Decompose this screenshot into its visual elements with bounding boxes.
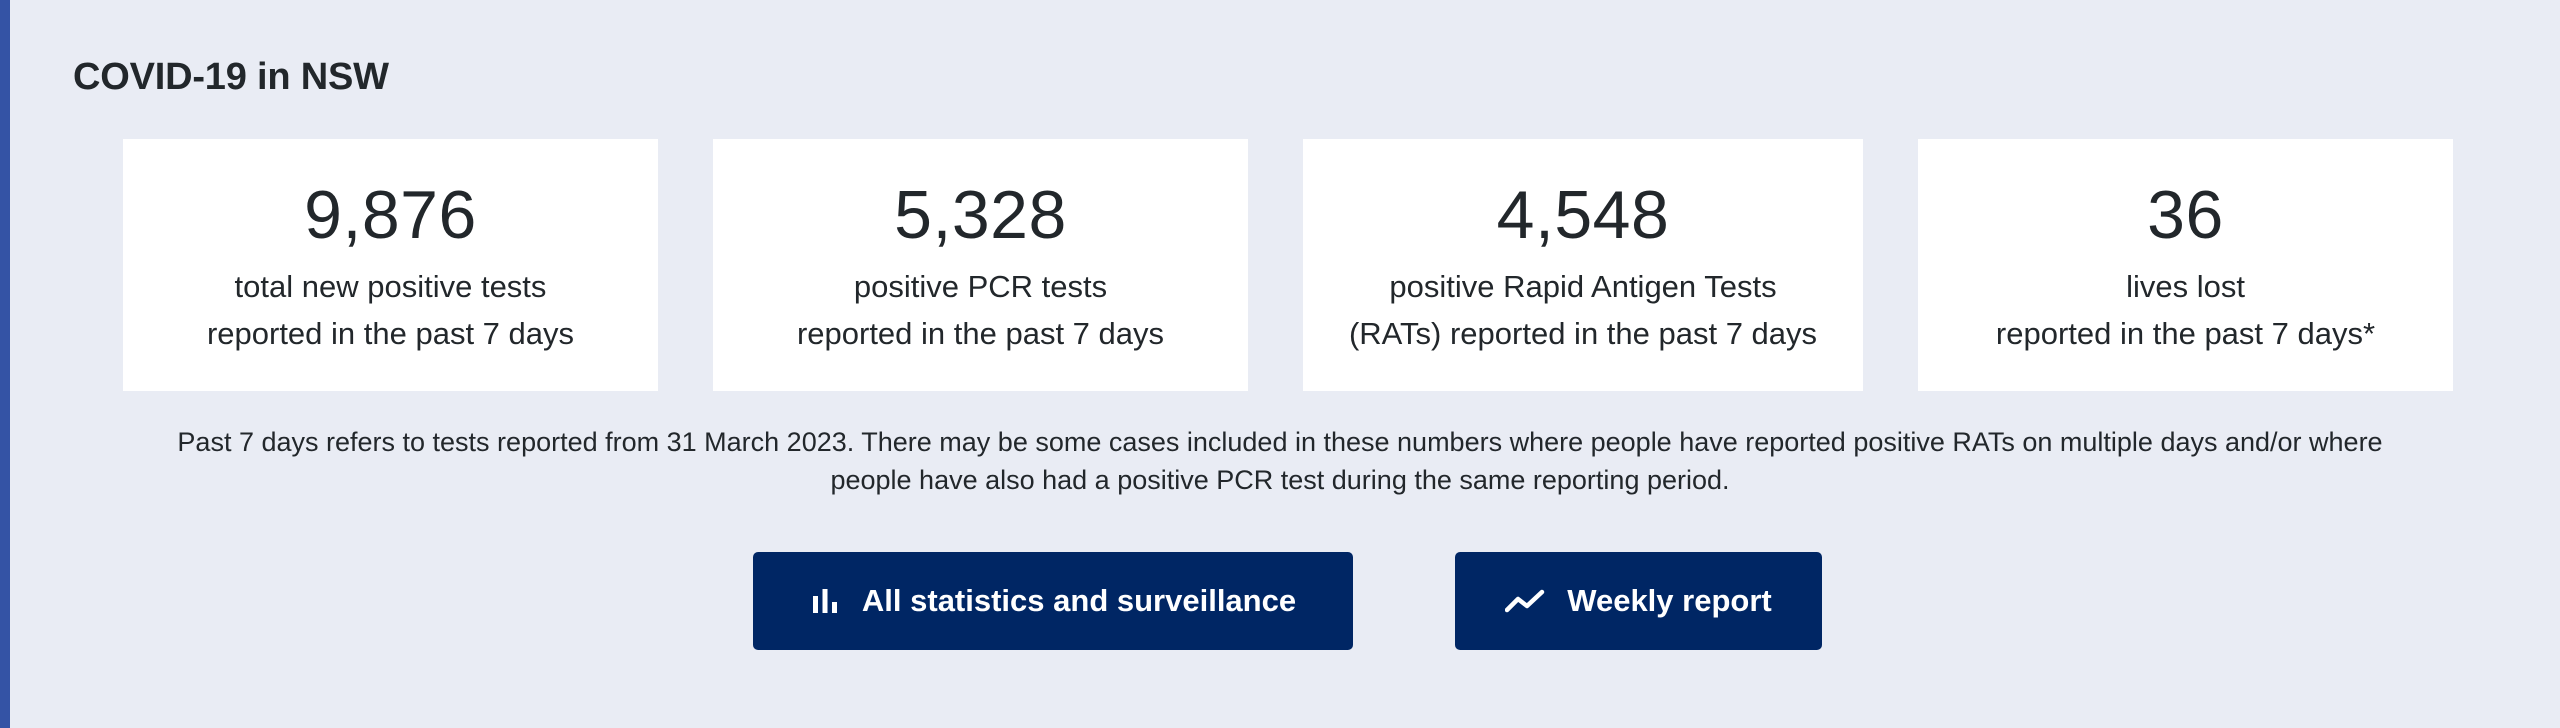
reporting-footnote: Past 7 days refers to tests reported fro… (177, 427, 2383, 495)
stat-label-line: reported in the past 7 days* (1995, 316, 2376, 351)
stats-cards: 9,876 total new positive tests reported … (0, 139, 2560, 391)
stat-value: 5,328 (894, 177, 1067, 253)
stat-label-line: positive PCR tests (853, 269, 1108, 304)
stat-card-rat: 4,548 positive Rapid Antigen Tests (RATs… (1303, 139, 1863, 391)
all-statistics-button-label: All statistics and surveillance (861, 583, 1297, 618)
bar-chart-icon (810, 586, 840, 616)
stat-label-line: reported in the past 7 days (796, 316, 1165, 351)
weekly-report-button[interactable]: Weekly report (1455, 552, 1822, 650)
stat-card-total-positive: 9,876 total new positive tests reported … (123, 139, 658, 391)
stat-label: positive PCR tests reported in the past … (713, 263, 1248, 357)
left-accent-bar (0, 0, 10, 728)
stat-label-line: lives lost (2126, 269, 2245, 304)
trend-line-icon (1505, 588, 1545, 614)
stat-value: 36 (2147, 177, 2224, 253)
stat-card-lives-lost: 36 lives lost reported in the past 7 day… (1918, 139, 2453, 391)
stat-label: total new positive tests reported in the… (123, 263, 658, 357)
stat-label-line: reported in the past 7 days (206, 316, 575, 351)
stat-label: lives lost reported in the past 7 days* (1918, 263, 2453, 357)
stat-label-line: (RATs) reported in the past 7 days (1348, 316, 1818, 351)
stat-value: 4,548 (1496, 177, 1670, 253)
stat-label-line: positive Rapid Antigen Tests (1389, 269, 1777, 304)
section-title: COVID-19 in NSW (73, 56, 389, 98)
stat-value: 9,876 (304, 177, 477, 253)
all-statistics-button[interactable]: All statistics and surveillance (753, 552, 1353, 650)
weekly-report-button-label: Weekly report (1567, 583, 1772, 618)
stat-label-line: total new positive tests (234, 269, 547, 304)
stat-label: positive Rapid Antigen Tests (RATs) repo… (1303, 263, 1863, 357)
stat-card-pcr: 5,328 positive PCR tests reported in the… (713, 139, 1248, 391)
